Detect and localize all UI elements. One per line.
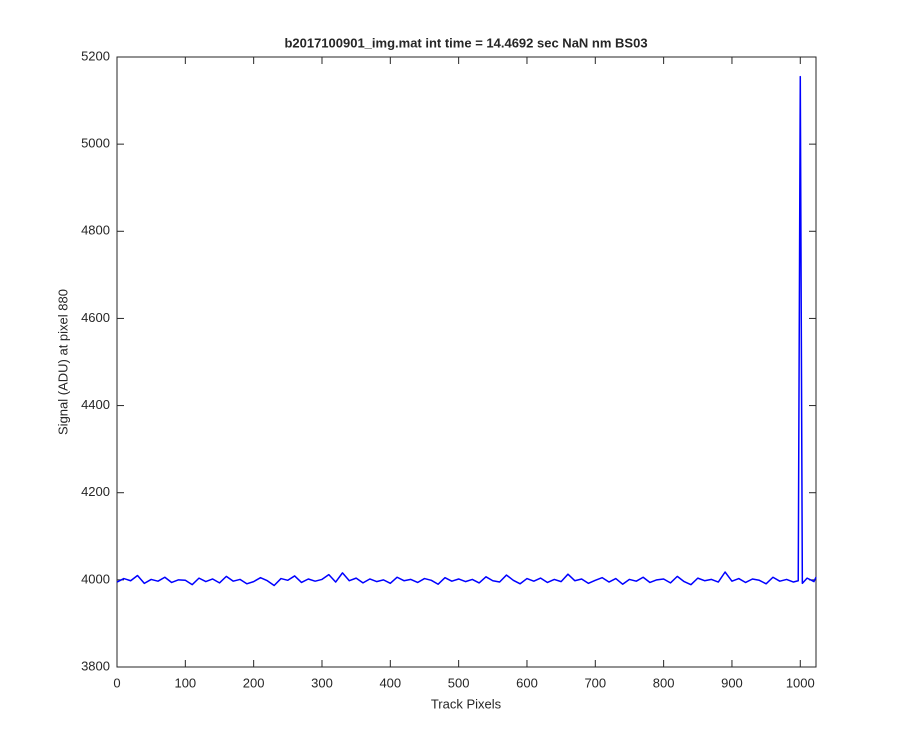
x-tick-label: 300 [311,675,333,690]
x-tick-label: 900 [721,675,743,690]
y-tick-label: 4400 [81,397,110,412]
y-tick-label: 4800 [81,223,110,238]
x-tick-label: 600 [516,675,538,690]
y-axis-label: Signal (ADU) at pixel 880 [55,289,70,435]
y-tick-label: 4600 [81,310,110,325]
x-tick-label: 400 [379,675,401,690]
x-tick-label: 1000 [786,675,815,690]
y-tick-label: 3800 [81,658,110,673]
axes-box [116,56,817,668]
x-tick-label: 100 [174,675,196,690]
x-tick-label: 800 [653,675,675,690]
x-tick-label: 500 [448,675,470,690]
y-tick-label: 4200 [81,484,110,499]
x-axis-label: Track Pixels [431,696,502,711]
x-tick-label: 0 [113,675,120,690]
y-tick-label: 5000 [81,136,110,151]
chart-title: b2017100901_img.mat int time = 14.4692 s… [284,35,647,50]
data-line [116,75,817,587]
y-tick-label: 5200 [81,48,110,63]
x-tick-label: 700 [584,675,606,690]
y-tick-label: 4000 [81,571,110,586]
x-tick-label: 200 [243,675,265,690]
